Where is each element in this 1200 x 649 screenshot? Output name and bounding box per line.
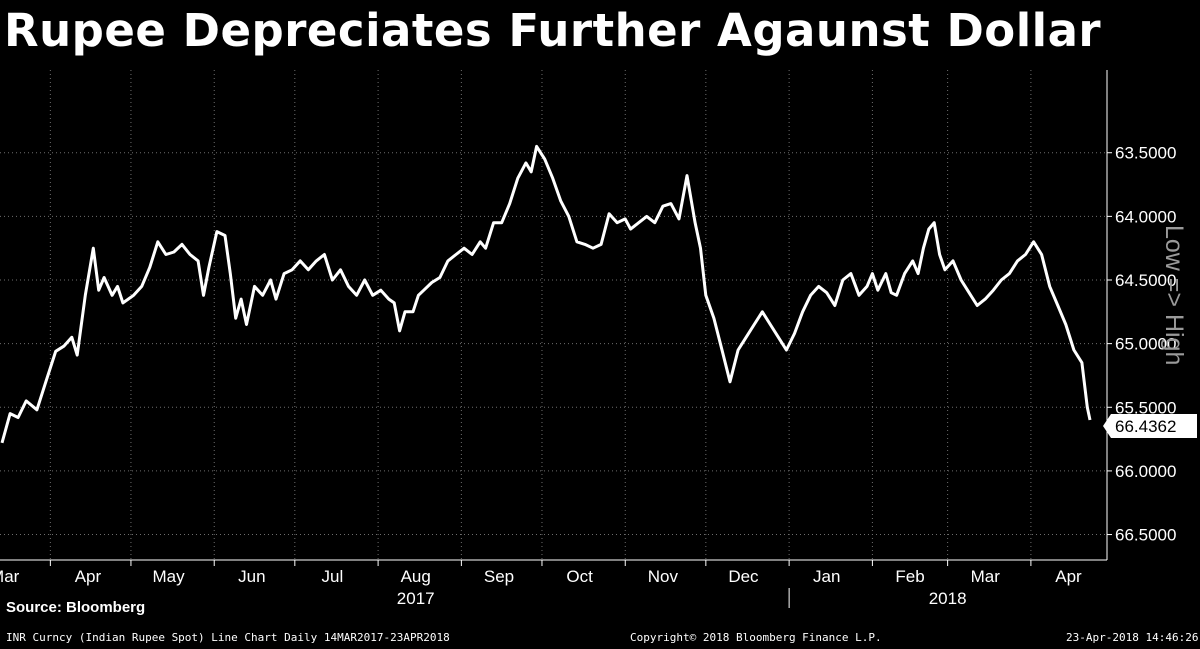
tick-labels: 63.5000 64.0000 64.5000 65.0000 65.5000 66.00… [0, 144, 1197, 608]
last-value-callout: 66.4362 [1103, 414, 1197, 438]
footer-left: INR Curncy (Indian Rupee Spot) Line Char… [6, 631, 450, 644]
x-month-label: Jan [813, 567, 840, 586]
x-month-label: Jul [322, 567, 344, 586]
x-month-label: Aug [401, 567, 431, 586]
y-tick-label: 64.0000 [1115, 207, 1176, 226]
x-month-label: Apr [1055, 567, 1082, 586]
x-month-label: Mar [0, 567, 20, 586]
series-line-usd-inr [0, 144, 1092, 444]
chart-title: Rupee Depreciates Further Agaunst Dollar [4, 4, 1102, 57]
x-month-label: Jun [238, 567, 265, 586]
y-tick-label: 65.0000 [1115, 335, 1176, 354]
y-tick-label: 66.0000 [1115, 462, 1176, 481]
y-tick-label: 65.5000 [1115, 398, 1176, 417]
x-month-label: Oct [566, 567, 593, 586]
x-month-label: Sep [484, 567, 514, 586]
y-tick-label: 63.5000 [1115, 144, 1176, 163]
x-month-label: Apr [75, 567, 102, 586]
footer-center: Copyright© 2018 Bloomberg Finance L.P. [630, 631, 882, 644]
last-value-label: 66.4362 [1115, 417, 1176, 436]
y-tick-label: 66.5000 [1115, 526, 1176, 545]
y-tick-label: 64.5000 [1115, 271, 1176, 290]
source-note: Source: Bloomberg [6, 599, 146, 616]
axes [0, 70, 1112, 608]
x-year-label: 2018 [929, 589, 967, 608]
x-month-label: Mar [971, 567, 1001, 586]
x-month-label: Dec [728, 567, 759, 586]
y-axis-title: Low => High [1160, 225, 1188, 366]
x-month-label: Nov [648, 567, 679, 586]
grid-lines [0, 70, 1107, 560]
x-year-label: 2017 [397, 589, 435, 608]
last-value-box [1103, 414, 1197, 438]
footer-right: 23-Apr-2018 14:46:26 [1066, 631, 1199, 644]
x-month-label: Feb [895, 567, 924, 586]
x-month-label: May [152, 567, 185, 586]
